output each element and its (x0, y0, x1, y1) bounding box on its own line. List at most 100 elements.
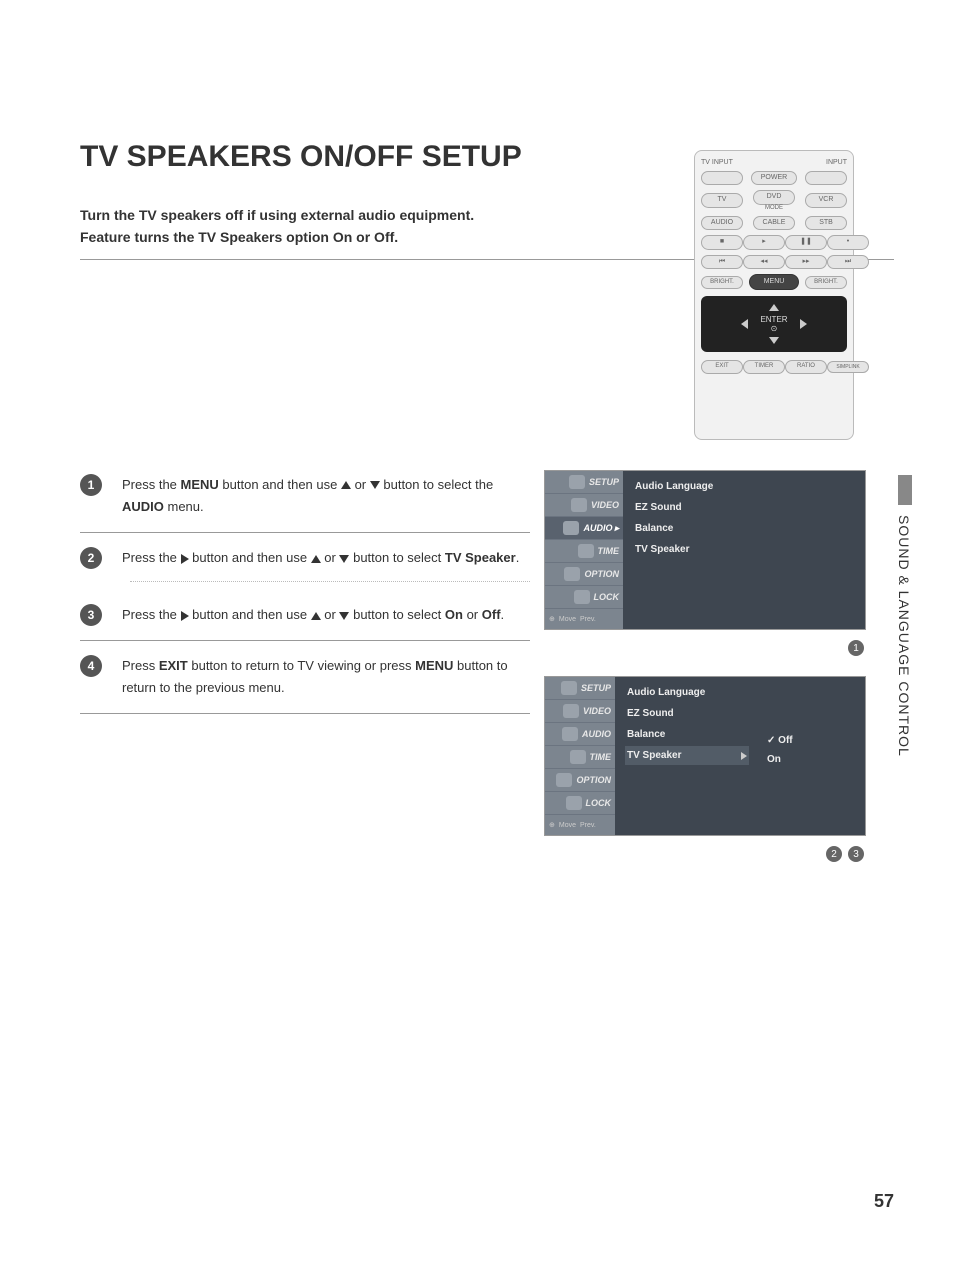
simplink-button: SIMPLINK (827, 361, 869, 373)
bright-minus-button: BRIGHT. (701, 276, 743, 289)
up-arrow-icon (311, 612, 321, 620)
callout-1: 1 (848, 640, 864, 656)
manual-page: TV SPEAKERS ON/OFF SETUP Turn the TV spe… (0, 0, 954, 1272)
step-4: 4 Press EXIT button to return to TV view… (80, 640, 530, 714)
osd-ez-sound: EZ Sound (625, 704, 749, 723)
osd-option-off: Off (767, 733, 857, 748)
right-arrow-icon (741, 752, 747, 760)
osd-tab-option: OPTION (545, 769, 615, 792)
pause-button: ❚❚ (785, 235, 827, 249)
enter-button: ENTER⊙ (760, 315, 787, 333)
bright-plus-button: BRIGHT. (805, 276, 847, 289)
timer-button: TIMER (743, 360, 785, 373)
nav-pad: ENTER⊙ (701, 296, 847, 352)
mode-label: MODE (743, 205, 805, 211)
step-badge-4: 4 (80, 655, 102, 677)
input-label: INPUT (826, 159, 847, 166)
side-tab-marker (898, 475, 912, 505)
tv-input-button (701, 171, 743, 185)
osd-tab-video: VIDEO (545, 700, 615, 723)
nav-up-icon (769, 304, 779, 311)
right-arrow-icon (181, 554, 189, 564)
osd-foot-prev: Prev. (580, 616, 596, 623)
step-badge-1: 1 (80, 474, 102, 496)
record-button: • (827, 235, 869, 249)
step-3-text: Press the button and then use or button … (122, 604, 504, 626)
osd-option-on: On (767, 752, 857, 767)
menu-button: MENU (749, 274, 799, 290)
stb-mode-button: STB (805, 216, 847, 230)
step-badge-2: 2 (80, 547, 102, 569)
callout-2: 2 (826, 846, 842, 862)
osd-tab-lock: LOCK (545, 792, 615, 815)
section-side-tab: SOUND & LANGUAGE CONTROL (894, 515, 914, 815)
osd-audio-language: Audio Language (625, 683, 749, 702)
osd-balance: Balance (633, 519, 855, 538)
step-2-text: Press the button and then use or button … (122, 547, 519, 569)
osd-main-panel: Audio Language EZ Sound Balance TV Speak… (623, 471, 865, 629)
osd-tab-time: TIME (545, 540, 623, 563)
osd-options-panel: Off On (759, 677, 865, 835)
right-arrow-icon (181, 611, 189, 621)
down-arrow-icon (339, 555, 349, 563)
osd-audio-language: Audio Language (633, 477, 855, 496)
osd-tab-setup: SETUP (545, 471, 623, 494)
up-arrow-icon (311, 555, 321, 563)
nav-down-icon (769, 337, 779, 344)
audio-mode-button: AUDIO (701, 216, 743, 230)
osd-sidebar: SETUP VIDEO AUDIO ▸ TIME OPTION LOCK ⊕Mo… (545, 471, 623, 629)
osd-tab-lock: LOCK (545, 586, 623, 609)
play-button: ▸ (743, 235, 785, 249)
osd-ez-sound: EZ Sound (633, 498, 855, 517)
step-badge-3: 3 (80, 604, 102, 626)
osd-tv-speaker-selected: TV Speaker (625, 746, 749, 765)
tv-mode-button: TV (701, 193, 743, 207)
vcr-mode-button: VCR (805, 193, 847, 207)
osd-foot-move: Move (559, 822, 576, 829)
step-2: 2 Press the button and then use or butto… (80, 532, 530, 583)
step-1-text: Press the MENU button and then use or bu… (122, 474, 530, 518)
step-4-text: Press EXIT button to return to TV viewin… (122, 655, 530, 699)
step-3: 3 Press the button and then use or butto… (80, 590, 530, 640)
osd-tab-time: TIME (545, 746, 615, 769)
power-button: POWER (751, 171, 797, 185)
steps-list: 1 Press the MENU button and then use or … (80, 460, 530, 715)
ratio-button: RATIO (785, 360, 827, 373)
osd-tab-option: OPTION (545, 563, 623, 586)
osd-foot-move: Move (559, 616, 576, 623)
intro-line-2: Feature turns the TV Speakers option On … (80, 229, 398, 245)
cable-mode-button: CABLE (753, 216, 795, 230)
page-number: 57 (874, 1191, 894, 1212)
up-arrow-icon (341, 481, 351, 489)
down-arrow-icon (370, 481, 380, 489)
osd-menu-1: SETUP VIDEO AUDIO ▸ TIME OPTION LOCK ⊕Mo… (544, 470, 866, 630)
osd-tab-audio: AUDIO (545, 723, 615, 746)
skip-fwd-button: ⏭ (827, 255, 869, 269)
osd-sidebar: SETUP VIDEO AUDIO TIME OPTION LOCK ⊕Move… (545, 677, 615, 835)
osd-menu-2: SETUP VIDEO AUDIO TIME OPTION LOCK ⊕Move… (544, 676, 866, 836)
nav-left-icon (741, 319, 748, 329)
down-arrow-icon (339, 612, 349, 620)
osd-tab-setup: SETUP (545, 677, 615, 700)
nav-right-icon (800, 319, 807, 329)
osd-foot-prev: Prev. (580, 822, 596, 829)
osd-main-panel: Audio Language EZ Sound Balance TV Speak… (615, 677, 759, 835)
rewind-button: ◂◂ (743, 255, 785, 269)
osd-balance: Balance (625, 725, 749, 744)
tv-input-label: TV INPUT (701, 159, 733, 166)
callout-3: 3 (848, 846, 864, 862)
stop-button: ■ (701, 235, 743, 249)
step-1: 1 Press the MENU button and then use or … (80, 460, 530, 532)
input-button (805, 171, 847, 185)
skip-back-button: ⏮ (701, 255, 743, 269)
dvd-mode-button: DVD (753, 190, 795, 204)
exit-button: EXIT (701, 360, 743, 373)
osd-tab-video: VIDEO (545, 494, 623, 517)
forward-button: ▸▸ (785, 255, 827, 269)
osd-tab-audio: AUDIO ▸ (545, 517, 623, 540)
intro-text: Turn the TV speakers off if using extern… (80, 204, 550, 249)
osd-tv-speaker: TV Speaker (633, 540, 855, 559)
osd-screenshots: SETUP VIDEO AUDIO ▸ TIME OPTION LOCK ⊕Mo… (544, 470, 864, 862)
remote-diagram: TV INPUT INPUT POWER TV DVD MODE VCR AUD… (694, 150, 854, 440)
intro-line-1: Turn the TV speakers off if using extern… (80, 207, 474, 223)
